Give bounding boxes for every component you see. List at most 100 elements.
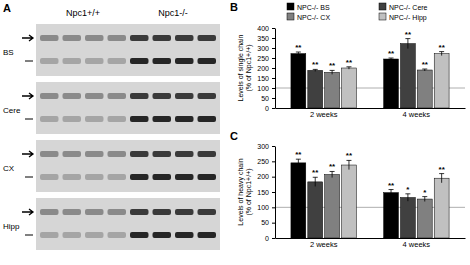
plot-area <box>275 39 465 108</box>
legend: NPC-/- BSNPC-/- CereNPC-/- CXNPC-/- Hipp <box>287 3 428 22</box>
blot-band <box>40 93 59 99</box>
band-dash <box>25 177 33 178</box>
blot-band <box>198 58 217 64</box>
blot-band <box>85 151 104 157</box>
row-label: Cere <box>3 106 21 115</box>
significance-label: ** <box>439 43 446 52</box>
blot-band <box>63 232 82 238</box>
error-bar <box>422 197 427 202</box>
error-bar <box>313 177 318 186</box>
error-bar <box>389 58 394 60</box>
blot-band <box>40 174 59 180</box>
significance-label: * <box>423 188 427 197</box>
band-dash <box>25 235 33 236</box>
bar <box>308 182 323 238</box>
bar <box>325 72 340 108</box>
blot-band <box>130 116 149 122</box>
y-axis: 0 50 100 150 200 250 300 <box>257 143 275 242</box>
legend-swatch <box>287 13 294 20</box>
blot-band <box>40 58 59 64</box>
blot-band <box>108 232 127 238</box>
blot-band <box>63 58 82 64</box>
y-tick: 200 <box>257 173 275 180</box>
error-bar <box>346 67 351 69</box>
y-tick-mark <box>272 78 275 79</box>
blot-band <box>63 35 82 41</box>
error-bar <box>439 174 444 183</box>
blot-band <box>198 151 217 157</box>
blot-band <box>108 174 127 180</box>
legend-swatch <box>379 13 386 20</box>
blot-band <box>85 232 104 238</box>
blot-band <box>130 35 149 41</box>
x-tick-label: 2 weeks <box>310 110 338 119</box>
bar <box>400 198 415 238</box>
blot-band <box>175 174 194 180</box>
significance-label: ** <box>312 168 319 177</box>
y-tick-mark <box>272 207 275 208</box>
blot-band <box>198 116 217 122</box>
significance-label: ** <box>295 43 302 52</box>
blot-band <box>63 174 82 180</box>
blot-band <box>175 93 194 99</box>
error-bar <box>405 194 410 201</box>
y-tick-label: 150 <box>257 75 269 82</box>
y-tick-label: 250 <box>257 158 269 165</box>
band-dash <box>25 61 33 62</box>
blot-band <box>153 35 172 41</box>
blot-band <box>85 93 104 99</box>
x-tick-label: 2 weeks <box>310 240 338 249</box>
bar <box>308 70 323 108</box>
y-tick: 300 <box>257 45 275 52</box>
blot-band <box>153 174 172 180</box>
blot-band <box>63 151 82 157</box>
y-axis-title: (% of Npc1+/+) <box>245 44 253 91</box>
significance-label: ** <box>439 165 446 174</box>
y-tick-label: 300 <box>257 45 269 52</box>
annotation-layer: **************** <box>295 30 445 71</box>
blot-band <box>153 116 172 122</box>
significance-label: ** <box>346 58 353 67</box>
bar <box>417 70 432 108</box>
y-tick: 100 <box>257 204 275 211</box>
panel-label: C <box>230 130 238 142</box>
blot-band <box>130 58 149 64</box>
significance-label: ** <box>329 162 336 171</box>
y-tick-label: 0 <box>265 235 269 242</box>
band-arrow <box>22 209 33 215</box>
blot-band <box>40 209 59 215</box>
y-tick: 0 <box>265 235 275 242</box>
error-bar <box>439 52 444 56</box>
blot-band <box>40 35 59 41</box>
bar <box>325 175 340 238</box>
blot-background <box>36 24 220 76</box>
y-tick-mark <box>272 28 275 29</box>
legend-label: NPC-/- Cere <box>389 4 428 11</box>
x-tick-label: 4 weeks <box>403 110 431 119</box>
error-bar <box>330 70 335 74</box>
significance-label: ** <box>346 151 353 160</box>
y-tick: 150 <box>257 189 275 196</box>
y-tick-mark <box>272 161 275 162</box>
y-tick: 300 <box>257 143 275 150</box>
y-tick: 150 <box>257 75 275 82</box>
significance-label: * <box>406 185 410 194</box>
blot-band <box>175 232 194 238</box>
bar <box>384 193 399 238</box>
y-tick: 400 <box>257 25 275 32</box>
y-tick: 250 <box>257 158 275 165</box>
y-tick-label: 150 <box>257 189 269 196</box>
y-tick-label: 200 <box>257 65 269 72</box>
band-dash <box>25 119 33 120</box>
y-tick-label: 400 <box>257 25 269 32</box>
legend-label: NPC-/- Hipp <box>389 14 427 22</box>
blot-band <box>198 174 217 180</box>
blot-band <box>175 58 194 64</box>
significance-label: ** <box>329 61 336 70</box>
blot-band <box>40 151 59 157</box>
y-tick-label: 0 <box>265 105 269 112</box>
blot-band <box>40 232 59 238</box>
y-tick: 50 <box>261 219 275 226</box>
blot-band <box>153 58 172 64</box>
x-axis: 2 weeks 4 weeks <box>276 108 466 119</box>
